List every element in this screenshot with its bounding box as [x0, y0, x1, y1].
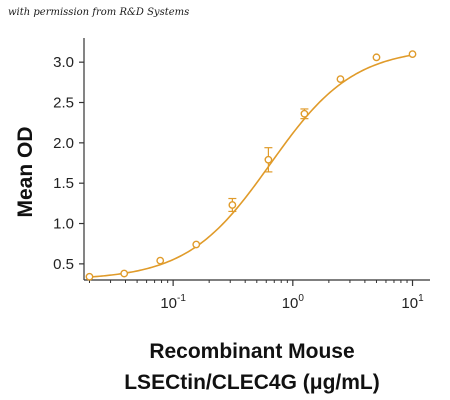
- data-point: [192, 240, 201, 249]
- fit-curve-group: [89, 54, 413, 278]
- y-tick-label: 2.0: [53, 135, 74, 152]
- x-axis-title-line1: Recombinant Mouse: [149, 340, 354, 363]
- x-tick-label: 100: [282, 293, 305, 312]
- y-tick-label: 0.5: [53, 256, 74, 273]
- data-point: [264, 155, 273, 164]
- x-axis-title-line2: LSECtin/CLEC4G (μg/mL): [124, 371, 380, 394]
- chart-axes: [79, 38, 430, 286]
- data-point: [120, 269, 129, 278]
- data-point: [300, 109, 309, 118]
- tick-labels: 0.5 1.0 1.5 2.0 2.5 3.0 10-1 100 101: [53, 54, 424, 312]
- data-point: [336, 75, 345, 84]
- copyright-credit: with permission from R&D Systems: [8, 7, 190, 18]
- fit-curve: [89, 54, 413, 278]
- data-point: [408, 50, 417, 59]
- data-point: [156, 256, 165, 265]
- x-tick-label: 101: [401, 293, 424, 312]
- y-tick-label: 1.0: [53, 216, 74, 233]
- data-point: [228, 201, 237, 209]
- data-marks: [85, 50, 417, 281]
- y-tick-label: 2.5: [53, 95, 74, 112]
- data-point: [372, 53, 381, 62]
- y-tick-label: 1.5: [53, 175, 74, 192]
- x-tick-label: 10-1: [160, 293, 186, 312]
- y-axis-title: Mean OD: [14, 126, 37, 217]
- data-point: [85, 272, 94, 281]
- y-tick-label: 3.0: [53, 54, 74, 71]
